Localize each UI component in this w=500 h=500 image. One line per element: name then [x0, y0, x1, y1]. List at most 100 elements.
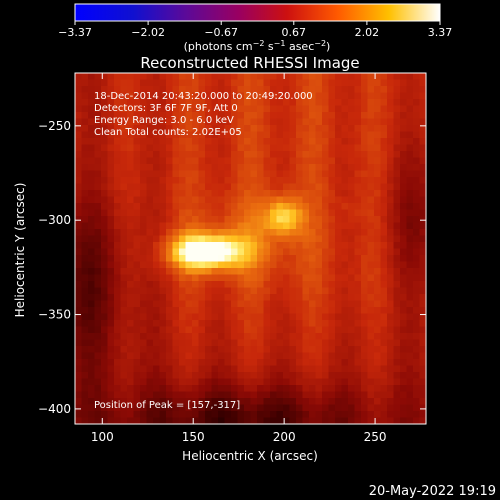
annotation-line: Energy Range: 3.0 - 6.0 keV	[94, 115, 234, 126]
heatmap-cell	[413, 339, 421, 347]
heatmap-cell	[81, 92, 89, 100]
heatmap-cell	[400, 73, 408, 81]
heatmap-cell	[211, 404, 219, 412]
heatmap-cell	[289, 209, 297, 217]
heatmap-cell	[263, 151, 271, 159]
heatmap-cell	[166, 157, 174, 165]
heatmap-cell	[348, 398, 356, 406]
heatmap-cell	[75, 151, 83, 159]
heatmap-cell	[101, 118, 109, 126]
heatmap-cell	[159, 183, 167, 191]
heatmap-cell	[94, 105, 102, 113]
heatmap-cell	[354, 73, 362, 81]
heatmap-cell	[140, 183, 148, 191]
heatmap-cell	[166, 274, 174, 282]
heatmap-cell	[335, 203, 343, 211]
heatmap-cell	[289, 170, 297, 178]
heatmap-cell	[205, 385, 213, 393]
heatmap-cell	[380, 183, 388, 191]
heatmap-cell	[159, 404, 167, 412]
heatmap-cell	[101, 268, 109, 276]
heatmap-cell	[192, 294, 200, 302]
heatmap-cell	[114, 235, 122, 243]
heatmap-cell	[276, 196, 284, 204]
heatmap-cell	[133, 287, 141, 295]
heatmap-cell	[296, 164, 304, 172]
heatmap-cell	[413, 372, 421, 380]
heatmap-cell	[315, 105, 323, 113]
heatmap-cell	[276, 125, 284, 133]
heatmap-cell	[211, 164, 219, 172]
heatmap-cell	[192, 151, 200, 159]
x-tick-label: 200	[273, 430, 296, 444]
heatmap-cell	[94, 255, 102, 263]
heatmap-cell	[185, 248, 193, 256]
heatmap-cell	[296, 255, 304, 263]
heatmap-cell	[419, 339, 426, 347]
heatmap-cell	[263, 229, 271, 237]
heatmap-cell	[374, 404, 382, 412]
heatmap-cell	[296, 372, 304, 380]
heatmap-cell	[146, 287, 154, 295]
heatmap-cell	[172, 313, 180, 321]
heatmap-cell	[81, 417, 89, 424]
heatmap-cell	[335, 398, 343, 406]
heatmap-cell	[205, 313, 213, 321]
heatmap-cell	[315, 112, 323, 120]
heatmap-cell	[393, 346, 401, 354]
heatmap-cell	[341, 92, 349, 100]
heatmap-cell	[146, 404, 154, 412]
heatmap-cell	[296, 86, 304, 94]
heatmap-cell	[211, 196, 219, 204]
heatmap-cell	[276, 144, 284, 152]
heatmap-cell	[127, 268, 135, 276]
heatmap-cell	[94, 222, 102, 230]
heatmap-cell	[328, 333, 336, 341]
heatmap-cell	[289, 320, 297, 328]
heatmap-cell	[172, 151, 180, 159]
heatmap-cell	[322, 417, 330, 424]
heatmap-cell	[192, 177, 200, 185]
heatmap-cell	[309, 404, 317, 412]
heatmap-cell	[153, 86, 161, 94]
heatmap-cell	[237, 398, 245, 406]
heatmap-cell	[354, 359, 362, 367]
heatmap-cell	[328, 359, 336, 367]
heatmap-cell	[361, 352, 369, 360]
heatmap-cell	[231, 118, 239, 126]
heatmap-cell	[322, 131, 330, 139]
heatmap-cell	[341, 86, 349, 94]
heatmap-cell	[88, 307, 96, 315]
heatmap-cell	[185, 333, 193, 341]
heatmap-cell	[322, 112, 330, 120]
heatmap-cell	[283, 170, 291, 178]
heatmap-cell	[380, 242, 388, 250]
heatmap-cell	[315, 359, 323, 367]
heatmap-cell	[244, 359, 252, 367]
heatmap-cell	[237, 151, 245, 159]
heatmap-cell	[198, 378, 206, 386]
heatmap-cell	[315, 164, 323, 172]
heatmap-cell	[120, 99, 128, 107]
heatmap-cell	[322, 105, 330, 113]
heatmap-cell	[224, 365, 232, 373]
heatmap-cell	[120, 339, 128, 347]
heatmap-cell	[380, 222, 388, 230]
heatmap-cell	[127, 86, 135, 94]
heatmap-cell	[380, 326, 388, 334]
heatmap-cell	[114, 326, 122, 334]
heatmap-cell	[400, 248, 408, 256]
heatmap-cell	[244, 404, 252, 412]
heatmap-cell	[322, 118, 330, 126]
heatmap-cell	[166, 307, 174, 315]
heatmap-cell	[250, 222, 258, 230]
heatmap-cell	[387, 242, 395, 250]
heatmap-cell	[146, 268, 154, 276]
heatmap-cell	[244, 138, 252, 146]
heatmap-cell	[276, 281, 284, 289]
heatmap-cell	[419, 229, 426, 237]
heatmap-cell	[361, 255, 369, 263]
heatmap-cell	[153, 398, 161, 406]
heatmap-cell	[179, 242, 187, 250]
heatmap-cell	[354, 209, 362, 217]
